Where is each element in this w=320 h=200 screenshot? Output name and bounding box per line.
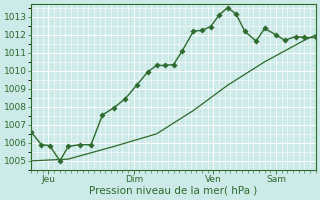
X-axis label: Pression niveau de la mer( hPa ): Pression niveau de la mer( hPa ) (90, 186, 258, 196)
